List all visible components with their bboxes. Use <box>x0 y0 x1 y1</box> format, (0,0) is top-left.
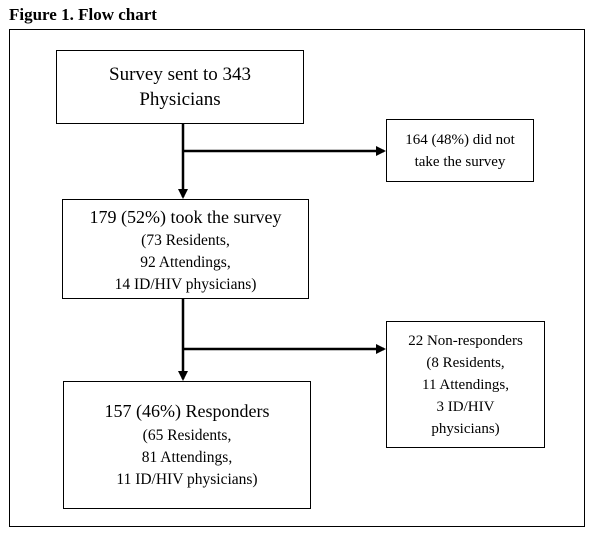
box-text: take the survey <box>414 153 506 170</box>
box-text: 11 Attendings, <box>422 376 509 393</box>
box-text: Physicians <box>139 89 221 110</box>
box-text: physicians) <box>431 420 500 437</box>
did-not-take-box: 164 (48%) did not take the survey <box>386 119 534 182</box>
box-text: (73 Residents, <box>141 231 230 249</box>
box-text: 92 Attendings, <box>140 253 231 271</box>
figure-frame <box>9 29 585 527</box>
box-text: 14 ID/HIV physicians) <box>114 275 257 293</box>
box-text: 11 ID/HIV physicians) <box>116 471 258 488</box>
box-text: 164 (48%) did not <box>405 131 515 148</box>
responders-box: 157 (46%) Responders (65 Residents, 81 A… <box>63 381 311 509</box>
box-heading: 179 (52%) took the survey <box>89 206 282 227</box>
box-text: 22 Non-responders <box>408 332 523 349</box>
survey-sent-box: Survey sent to 343 Physicians <box>56 50 304 124</box>
box-text: (65 Residents, <box>142 427 232 444</box>
box-text: 3 ID/HIV <box>436 398 495 415</box>
took-survey-box: 179 (52%) took the survey (73 Residents,… <box>62 199 309 299</box>
box-text: (8 Residents, <box>426 354 505 371</box>
non-responders-box: 22 Non-responders (8 Residents, 11 Atten… <box>386 321 545 448</box>
figure-title: Figure 1. Flow chart <box>9 5 157 24</box>
box-text: 81 Attendings, <box>141 449 233 466</box>
box-text: Survey sent to 343 <box>109 64 251 85</box>
box-heading: 157 (46%) Responders <box>104 401 270 421</box>
